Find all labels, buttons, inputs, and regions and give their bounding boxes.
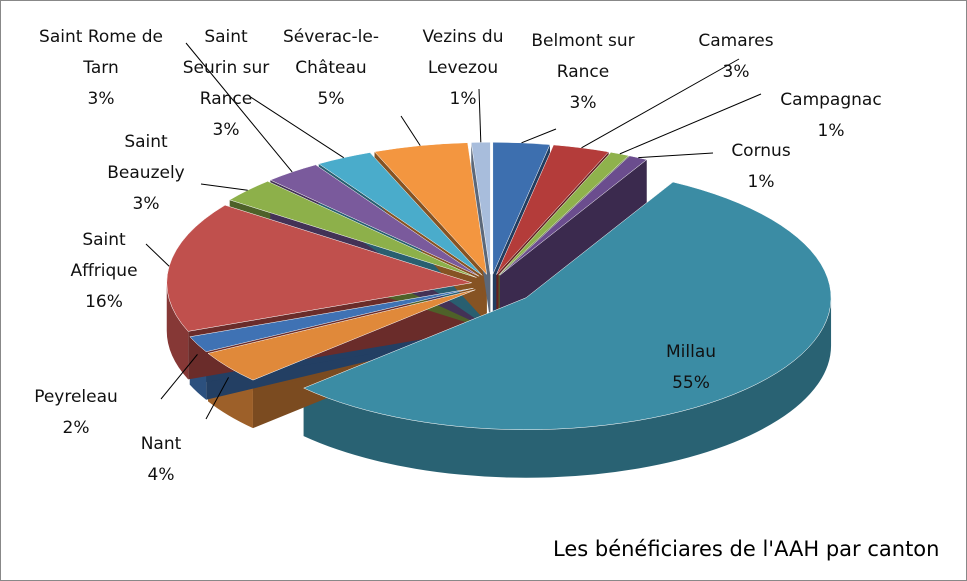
leader-line	[478, 88, 482, 143]
slice-name: Vezins du Levezou	[422, 27, 504, 78]
slice	[496, 144, 610, 275]
leader-line	[200, 183, 248, 191]
slice-name: Cornus	[731, 141, 791, 161]
leader-line	[205, 377, 229, 420]
data-label: Saint Rome de Tarn 3%	[31, 22, 171, 115]
leader-line	[185, 42, 293, 173]
chart-title: Les bénéficiares de l'AAH par canton	[553, 537, 940, 561]
slice-value: 3%	[132, 194, 160, 214]
slice-value: 3%	[212, 120, 240, 140]
data-label: Camares 3%	[681, 26, 791, 88]
slice	[373, 142, 488, 276]
data-label: Saint Affrique 16%	[54, 225, 154, 318]
slice-value: 1%	[747, 172, 775, 192]
data-label: Millau 55%	[631, 337, 751, 399]
slice	[499, 155, 648, 276]
slice	[207, 289, 476, 381]
slice-value: 3%	[87, 89, 115, 109]
slice-name: Nant	[140, 434, 182, 454]
leader-line	[400, 115, 421, 146]
slice-value: 3%	[569, 93, 597, 113]
slice-name: Saint Affrique	[70, 230, 138, 281]
data-label: Vezins du Levezou 1%	[413, 22, 513, 115]
slice-name: Séverac-le-Château	[283, 27, 379, 78]
slice-name: Camares	[698, 31, 774, 51]
slice-side	[499, 159, 647, 324]
data-label: Saint Beauzely 3%	[91, 127, 201, 220]
data-label: Saint Seurin sur Rance 3%	[181, 22, 271, 146]
leader-line	[145, 243, 170, 267]
leader-line	[581, 58, 740, 149]
leader-line	[160, 354, 198, 400]
slice	[498, 152, 630, 276]
slice-wall	[303, 297, 832, 478]
slice-value: 3%	[722, 62, 750, 82]
slice-name: Peyreleau	[34, 387, 118, 407]
leader-line	[248, 95, 344, 159]
data-label: Belmont sur Rance 3%	[528, 26, 638, 119]
slice-name: Millau	[665, 342, 717, 362]
slice-value: 1%	[449, 89, 477, 109]
slice-name: Saint Beauzely	[107, 132, 185, 183]
leader-line	[638, 152, 714, 159]
slice-value: 5%	[317, 89, 345, 109]
slice-wall	[166, 282, 189, 380]
slice-name: Belmont sur Rance	[531, 31, 635, 82]
slice	[189, 287, 474, 353]
data-label: Peyreleau 2%	[21, 382, 131, 444]
leader-line	[619, 93, 762, 155]
slice	[303, 181, 832, 430]
slice-value: 16%	[85, 292, 123, 312]
slice-value: 2%	[62, 418, 90, 438]
slice	[269, 164, 480, 277]
slice-name: Saint Seurin sur Rance	[182, 27, 270, 109]
slice-name: Campagnac	[780, 90, 882, 110]
slice-value: 1%	[817, 121, 845, 141]
slice-name: Saint Rome de Tarn	[39, 27, 163, 78]
data-label: Nant 4%	[121, 429, 201, 491]
slice-value: 55%	[672, 373, 710, 393]
leader-line	[521, 128, 557, 144]
slice-value: 4%	[147, 465, 175, 485]
data-label: Cornus 1%	[711, 136, 811, 198]
data-label: Séverac-le-Château 5%	[276, 22, 386, 115]
data-label: Campagnac 1%	[766, 85, 896, 147]
